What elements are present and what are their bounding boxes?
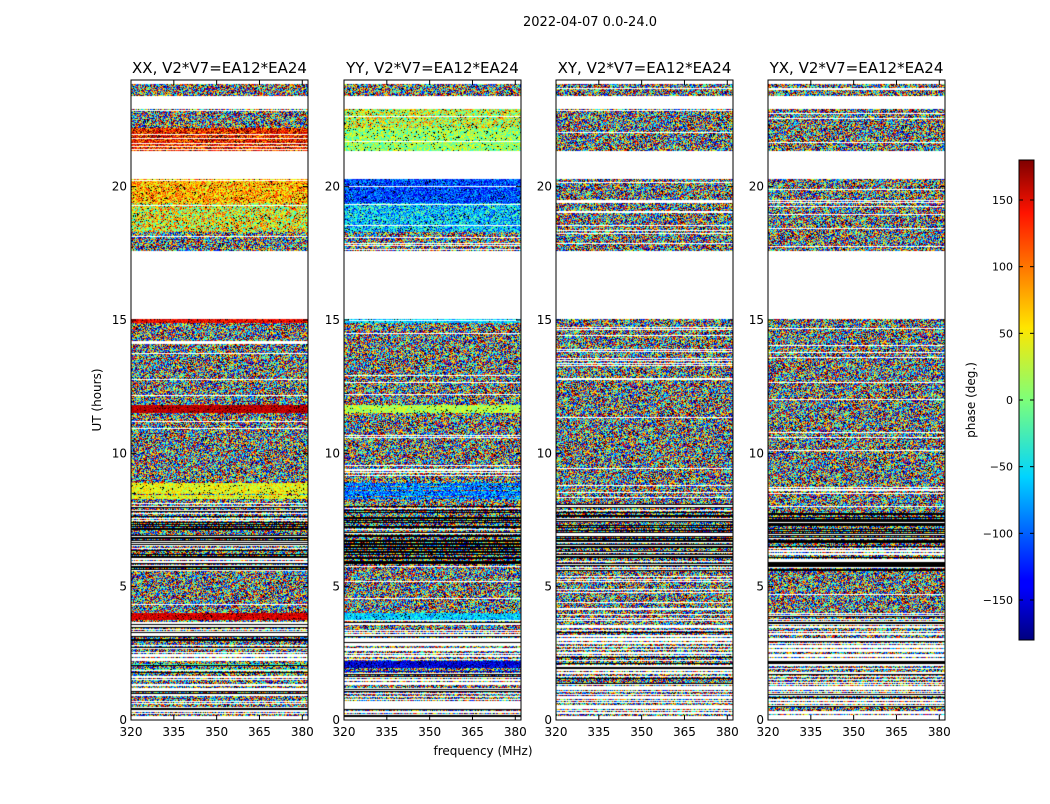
x-tick-label: 365 (885, 725, 908, 739)
panel-frame (130, 79, 309, 721)
colorbar-tick-label: 100 (992, 261, 1013, 274)
x-tick-label: 365 (673, 725, 696, 739)
y-tick-label: 0 (332, 713, 340, 727)
x-tick-label: 350 (842, 725, 865, 739)
panel-heatmap (131, 80, 308, 720)
panel: YX, V2*V7=EA12*EA24 320 335 350 365 380 0 5 10 15… (749, 59, 951, 739)
panel-heatmap (556, 80, 733, 720)
y-tick-label: 20 (537, 180, 552, 194)
panel: YY, V2*V7=EA12*EA24 320 335 350 365 380 0 5 10 15… (325, 59, 527, 739)
panel-title: XY, V2*V7=EA12*EA24 (558, 59, 732, 77)
colorbar-tick-label: 0 (1006, 394, 1013, 407)
y-tick-label: 5 (332, 580, 340, 594)
x-axis-label: frequency (MHz) (433, 744, 532, 758)
x-tick-label: 380 (716, 725, 739, 739)
colorbar-ticks: 150 100 50 0 −50 −100 −150 (983, 194, 1034, 607)
y-tick-label: 15 (112, 313, 127, 327)
panel-title: XX, V2*V7=EA12*EA24 (132, 59, 307, 77)
x-tick-label: 335 (799, 725, 822, 739)
y-tick-label: 20 (325, 180, 340, 194)
colorbar-label: phase (deg.) (964, 362, 978, 438)
panels-group: XX, V2*V7=EA12*EA24 320 335 350 365 380 0 5 10 15… (112, 59, 951, 739)
x-tick-label: 380 (291, 725, 314, 739)
panel-title: YX, V2*V7=EA12*EA24 (769, 59, 944, 77)
x-tick-label: 380 (504, 725, 527, 739)
x-tick-label: 350 (630, 725, 653, 739)
y-tick-label: 0 (544, 713, 552, 727)
y-tick-label: 5 (756, 580, 764, 594)
panel-heatmap (768, 80, 945, 720)
x-tick-label: 365 (461, 725, 484, 739)
y-tick-label: 5 (544, 580, 552, 594)
panel-frame (767, 79, 946, 721)
panel-frame (555, 79, 734, 721)
colorbar-tick-label: 150 (992, 194, 1013, 207)
colorbar-tick-label: 50 (999, 327, 1013, 340)
y-tick-label: 15 (325, 313, 340, 327)
y-tick-label: 20 (749, 180, 764, 194)
x-tick-label: 320 (545, 725, 568, 739)
y-tick-label: 10 (749, 446, 764, 460)
panel-title: YY, V2*V7=EA12*EA24 (345, 59, 519, 77)
y-axis-label: UT (hours) (90, 368, 104, 431)
panel-heatmap (344, 80, 521, 720)
y-tick-label: 15 (537, 313, 552, 327)
x-tick-label: 380 (928, 725, 951, 739)
x-tick-label: 350 (205, 725, 228, 739)
x-tick-label: 320 (757, 725, 780, 739)
y-tick-label: 10 (537, 446, 552, 460)
y-tick-label: 20 (112, 180, 127, 194)
y-tick-label: 0 (756, 713, 764, 727)
colorbar-tick-label: −150 (983, 594, 1013, 607)
x-tick-label: 335 (587, 725, 610, 739)
colorbar-tick-label: −100 (983, 527, 1013, 540)
x-tick-label: 350 (418, 725, 441, 739)
panel-frame (343, 79, 522, 721)
y-tick-label: 5 (119, 580, 127, 594)
x-tick-label: 320 (120, 725, 143, 739)
x-tick-label: 320 (333, 725, 356, 739)
y-tick-label: 10 (325, 446, 340, 460)
panel: XY, V2*V7=EA12*EA24 320 335 350 365 380 0 5 10 15… (537, 59, 739, 739)
panel: XX, V2*V7=EA12*EA24 320 335 350 365 380 0 5 10 15… (112, 59, 314, 739)
colorbar: 150 100 50 0 −50 −100 −150 phase (deg.) (964, 159, 1035, 641)
y-tick-label: 10 (112, 446, 127, 460)
x-tick-label: 335 (162, 725, 185, 739)
colorbar-tick-label: −50 (990, 461, 1013, 474)
y-tick-label: 15 (749, 313, 764, 327)
x-tick-label: 335 (375, 725, 398, 739)
y-tick-label: 0 (119, 713, 127, 727)
x-tick-label: 365 (248, 725, 271, 739)
figure-title: 2022-04-07 0.0-24.0 (523, 15, 657, 30)
